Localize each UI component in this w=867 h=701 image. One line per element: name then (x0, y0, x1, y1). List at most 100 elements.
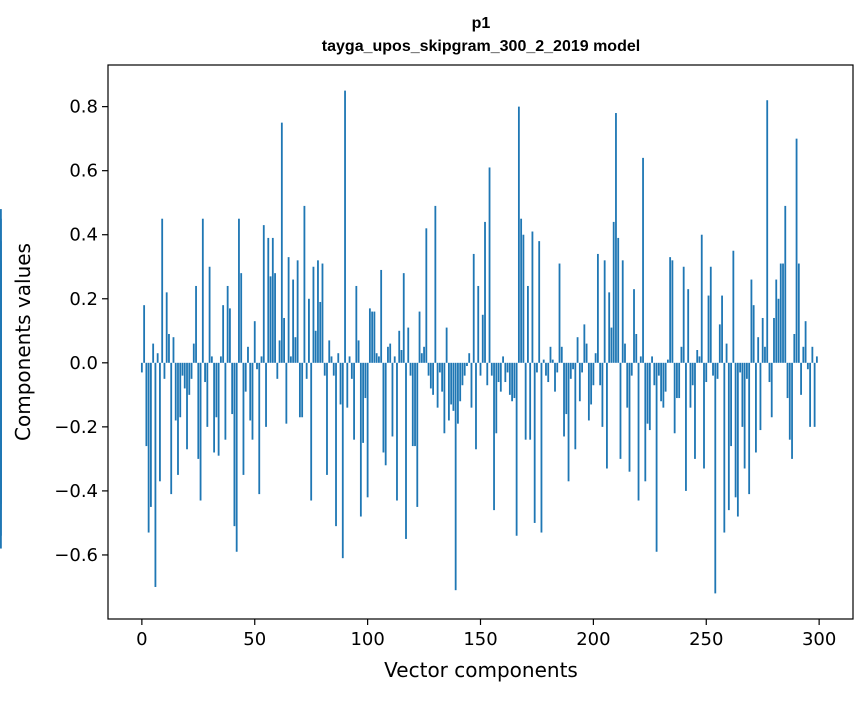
bar (547, 362, 550, 383)
bar (181, 362, 184, 376)
bar (445, 327, 448, 363)
bar (344, 90, 346, 363)
bar (538, 241, 541, 363)
bar (682, 266, 685, 363)
bar (140, 362, 143, 373)
bar (447, 362, 450, 421)
bar (262, 225, 265, 363)
bar (569, 362, 572, 379)
bar (499, 362, 502, 392)
bar (149, 362, 152, 507)
bar (703, 362, 705, 469)
bar (256, 362, 258, 370)
bar (479, 362, 482, 376)
bar (752, 305, 755, 363)
bar (317, 260, 319, 363)
bar (468, 353, 471, 363)
bar (727, 362, 730, 511)
bar (269, 276, 272, 363)
bar (280, 122, 283, 363)
x-tick-label: 100 (350, 629, 384, 650)
bar (773, 317, 775, 363)
bar (680, 346, 683, 363)
bar (635, 333, 638, 363)
bar (567, 362, 570, 482)
bar (642, 157, 644, 363)
bar (240, 273, 243, 363)
bar (423, 346, 425, 363)
bar (533, 362, 536, 523)
bar (678, 362, 681, 399)
bar (416, 362, 419, 507)
bar (335, 362, 337, 527)
bar (585, 343, 588, 363)
bar (721, 295, 723, 363)
bar (359, 362, 362, 517)
bar (736, 362, 739, 517)
chart-title: p1 (472, 15, 491, 32)
bar (276, 362, 279, 379)
y-tick-label: −0.2 (54, 417, 98, 438)
bar (328, 340, 331, 363)
bar (296, 260, 299, 363)
bar (204, 362, 206, 383)
bar (339, 362, 342, 405)
bar (730, 362, 732, 447)
bar (457, 362, 459, 424)
bar (784, 205, 787, 363)
bar (177, 362, 179, 475)
bar (813, 362, 816, 427)
bar (662, 362, 665, 408)
bar (745, 362, 748, 379)
bar (235, 362, 238, 552)
bar (441, 362, 444, 392)
bar (725, 343, 728, 363)
x-tick-label: 300 (802, 629, 836, 650)
bar (208, 266, 211, 363)
bar (743, 362, 746, 469)
bar (287, 257, 290, 363)
bar (815, 356, 818, 363)
bar (147, 362, 150, 533)
bar (549, 346, 552, 363)
bar (793, 333, 796, 363)
bar (574, 362, 577, 450)
bar (238, 218, 240, 363)
bar (560, 346, 563, 363)
bar (402, 273, 405, 363)
y-axis-label: Components values (11, 243, 35, 441)
bar (608, 292, 611, 363)
y-tick-label: 0.8 (69, 97, 98, 118)
bar (673, 362, 676, 434)
bar (380, 269, 383, 363)
bar (289, 356, 292, 363)
bar (337, 353, 340, 363)
bar (251, 362, 254, 440)
bar (364, 362, 367, 399)
bar (676, 362, 678, 399)
bar (378, 356, 380, 363)
bar (233, 362, 236, 527)
bar (590, 362, 593, 405)
bar (750, 279, 753, 363)
bar (418, 311, 421, 363)
bar (732, 250, 735, 363)
bar (811, 346, 814, 363)
bar (161, 218, 164, 363)
bar (371, 311, 374, 363)
bar (739, 362, 742, 373)
bar (705, 362, 708, 383)
bar (601, 362, 604, 427)
bar (362, 362, 365, 443)
y-tick-label: 0.6 (69, 161, 98, 182)
bar (260, 356, 263, 363)
bar (247, 346, 249, 363)
y-tick-label: −0.6 (54, 545, 98, 566)
bar (542, 359, 545, 363)
bar (174, 362, 177, 421)
bar (229, 308, 231, 363)
bar (323, 362, 326, 376)
bar (420, 353, 423, 363)
bar (321, 263, 324, 363)
